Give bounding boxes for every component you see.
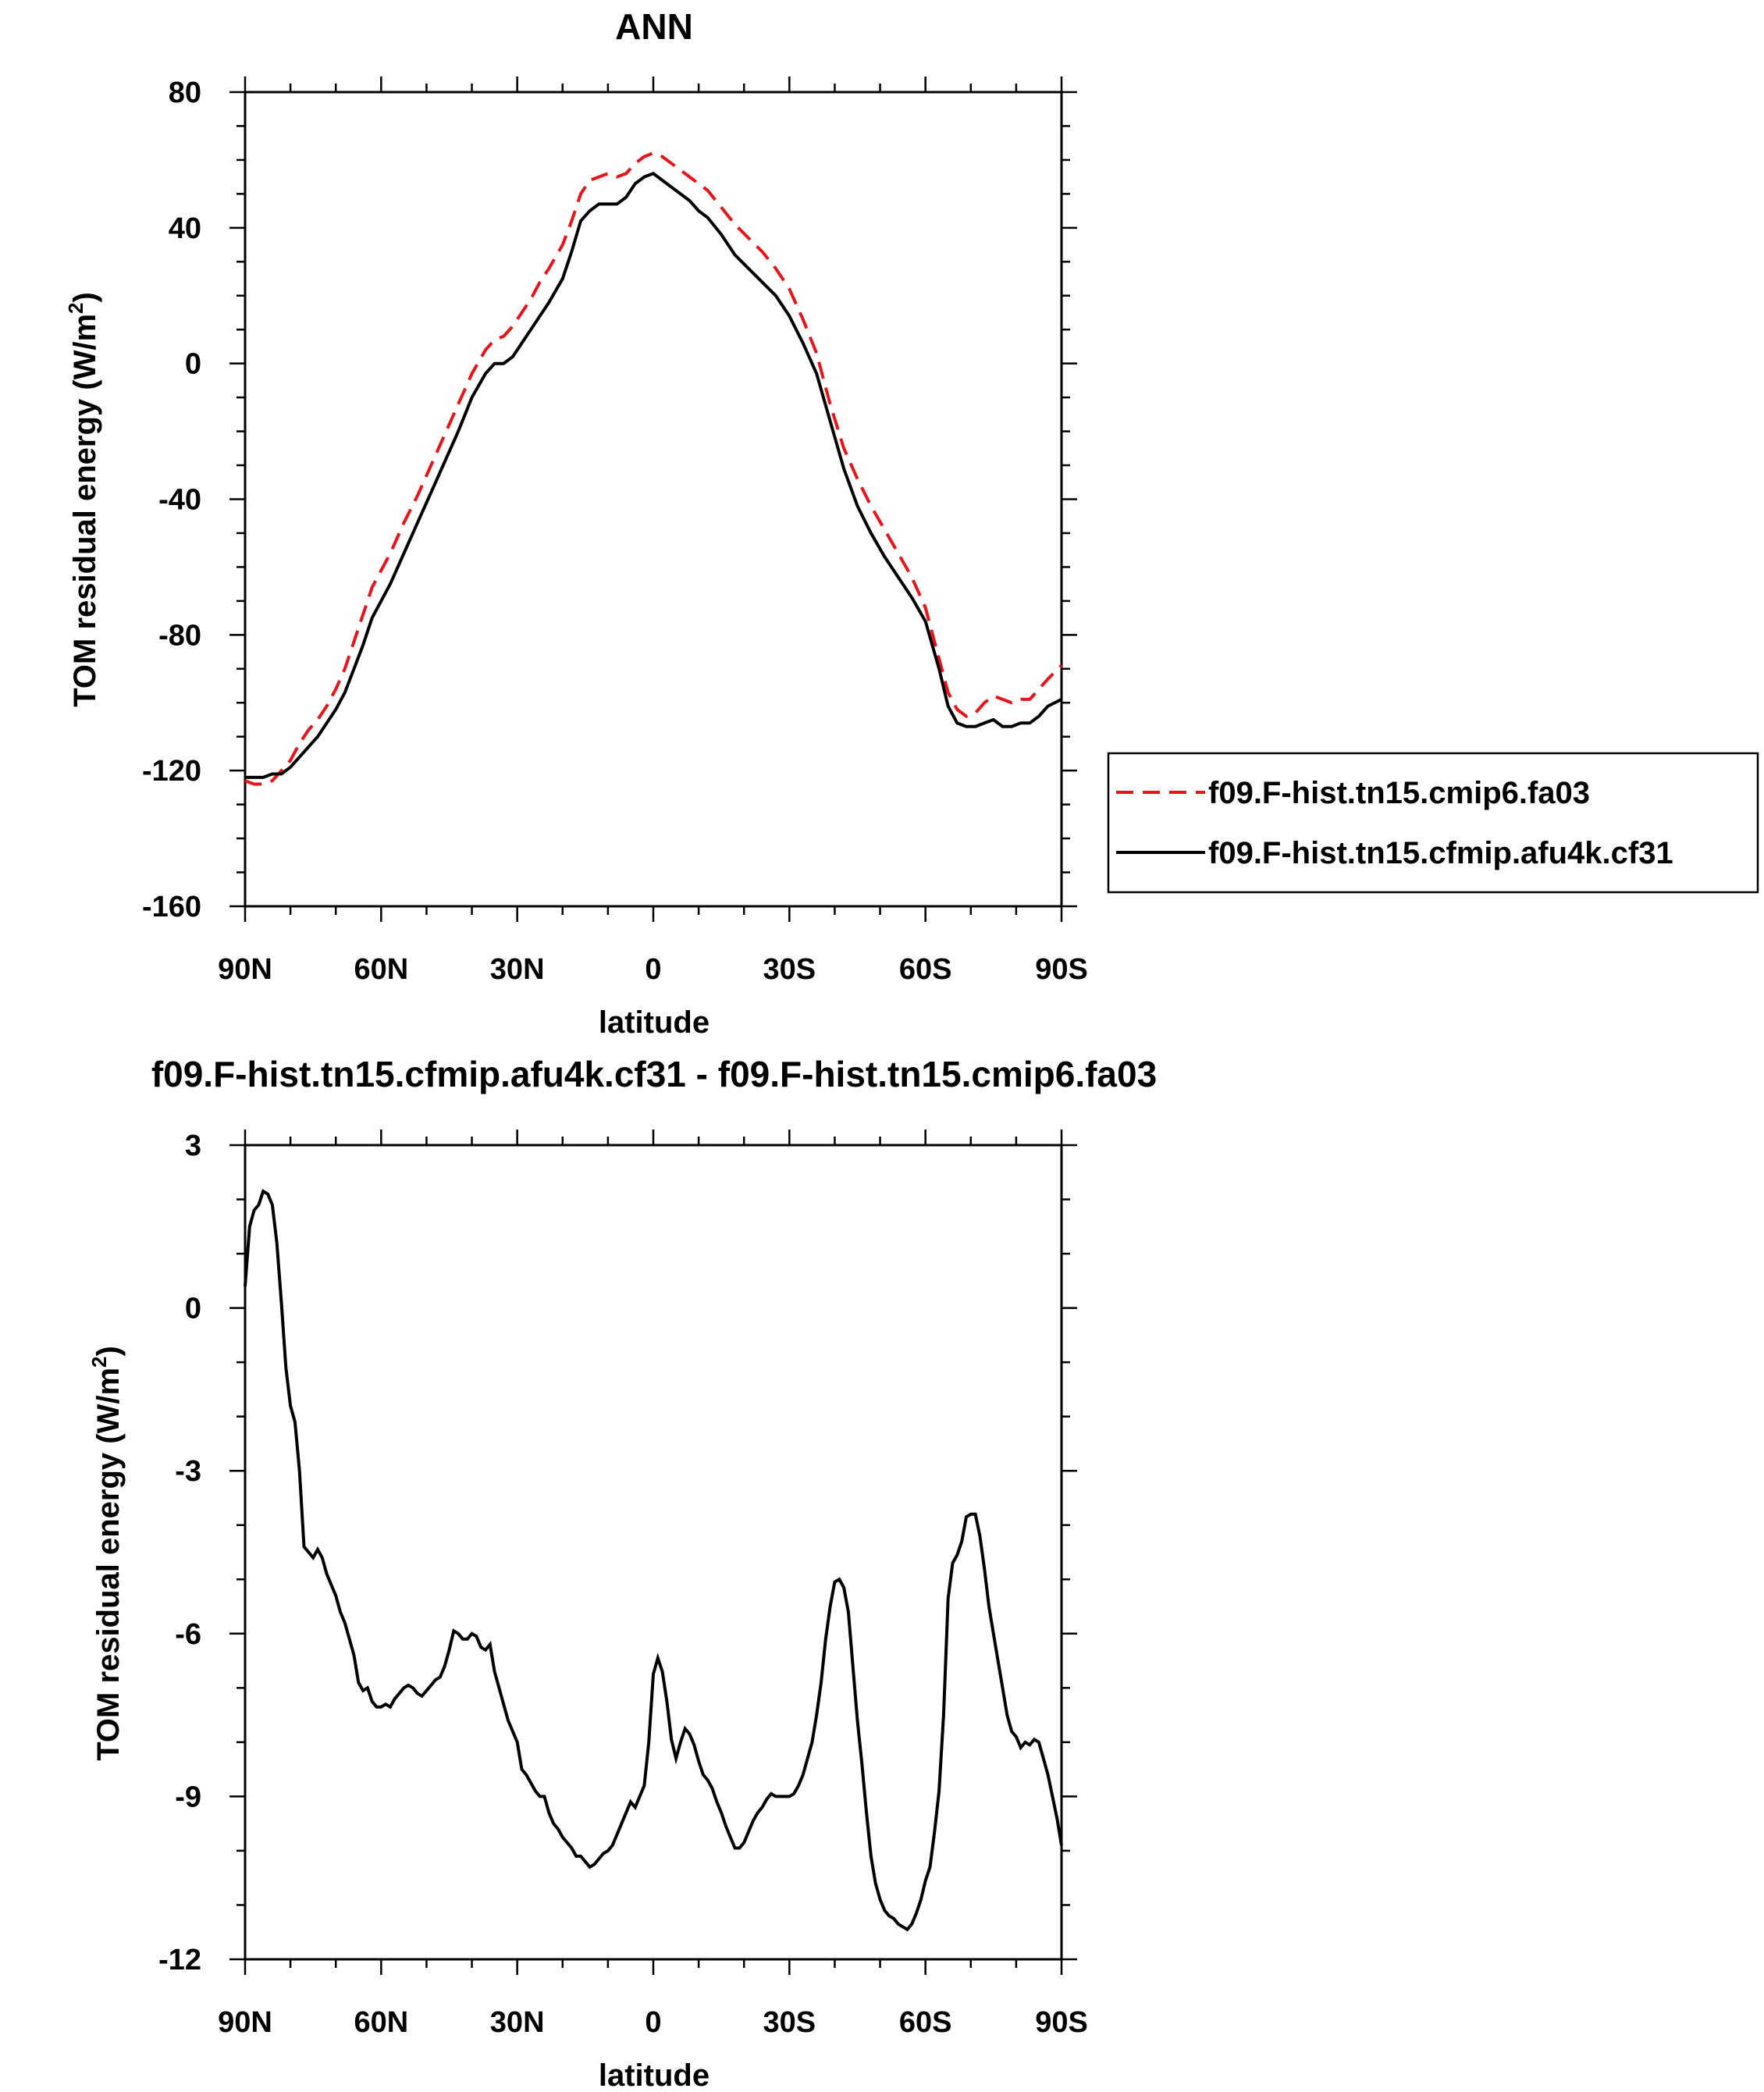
top-y-axis-label-sup: 2 <box>64 303 87 314</box>
bottom-plot-frame <box>244 1144 1063 1961</box>
bottom-ytick-label-neg9: -9 <box>175 1781 201 1813</box>
bottom-y-axis-label-sup: 2 <box>87 1357 111 1368</box>
bottom-xtick-label-30n: 30N <box>490 2006 545 2039</box>
top-chart-title: ANN <box>615 6 693 47</box>
bottom-chart-title: f09.F-hist.tn15.cfmip.afu4k.cf31 - f09.F… <box>151 1054 1157 1094</box>
top-y-axis-label-main: TOM residual energy (W/m <box>68 314 102 707</box>
bottom-y-axis-label: TOM residual energy (W/m2) <box>87 1346 126 1761</box>
top-series-line-cf31 <box>245 172 1062 779</box>
bottom-xtick-label-0: 0 <box>645 2006 661 2039</box>
top-xtick-label-90s: 90S <box>1035 953 1088 986</box>
bottom-xtick-label-60s: 60S <box>899 2006 952 2039</box>
top-y-tick-labels: 80 40 0 -40 -80 -120 -160 <box>142 76 201 923</box>
bottom-series-line-difference <box>244 1189 1063 1932</box>
top-ytick-label-neg40: -40 <box>158 484 201 517</box>
top-y-axis-label-close: ) <box>68 292 102 302</box>
bottom-y-tick-labels: 3 0 -3 -6 -9 -12 <box>158 1130 201 1976</box>
legend-label-cf31: f09.F-hist.tn15.cfmip.afu4k.cf31 <box>1208 836 1673 870</box>
top-ytick-label-80: 80 <box>169 76 201 109</box>
bottom-ytick-label-0: 0 <box>185 1293 201 1325</box>
top-xtick-label-60n: 60N <box>354 953 408 986</box>
legend-label-fa03: f09.F-hist.tn15.cmip6.fa03 <box>1208 776 1590 810</box>
bottom-xtick-label-30s: 30S <box>763 2006 816 2039</box>
top-xtick-label-30n: 30N <box>490 953 545 986</box>
bottom-xtick-label-90s: 90S <box>1035 2006 1088 2039</box>
top-legend: f09.F-hist.tn15.cmip6.fa03 f09.F-hist.tn… <box>1107 752 1759 894</box>
top-xtick-label-0: 0 <box>645 953 661 986</box>
bottom-axis-ticks <box>229 1130 1077 1975</box>
top-series-line-fa03 <box>244 151 1063 786</box>
top-panel: ANN 90N 60N 30N 0 30S 60S 90S 80 40 0 -4… <box>64 6 1759 1040</box>
bottom-y-axis-label-close: ) <box>91 1346 126 1356</box>
bottom-xtick-label-90n: 90N <box>218 2006 272 2039</box>
top-y-axis-label: TOM residual energy (W/m2) <box>64 292 102 707</box>
top-axis-ticks <box>229 76 1077 922</box>
top-xtick-label-90n: 90N <box>218 953 272 986</box>
top-xtick-label-60s: 60S <box>899 953 952 986</box>
bottom-xtick-label-60n: 60N <box>354 2006 408 2039</box>
top-x-axis-label: latitude <box>599 1005 710 1040</box>
top-ytick-label-neg160: -160 <box>142 891 201 923</box>
top-ytick-label-40: 40 <box>169 212 201 245</box>
bottom-ytick-label-3: 3 <box>185 1130 201 1162</box>
top-ytick-label-0: 0 <box>185 348 201 381</box>
bottom-x-tick-labels: 90N 60N 30N 0 30S 60S 90S <box>218 2006 1088 2039</box>
top-ytick-label-neg80: -80 <box>158 619 201 652</box>
bottom-x-axis-label: latitude <box>599 2058 710 2092</box>
bottom-ytick-label-neg12: -12 <box>158 1944 201 1976</box>
top-xtick-label-30s: 30S <box>763 953 816 986</box>
bottom-ytick-label-neg6: -6 <box>175 1618 201 1651</box>
top-x-tick-labels: 90N 60N 30N 0 30S 60S 90S <box>218 953 1088 986</box>
bottom-ytick-label-neg3: -3 <box>175 1455 201 1488</box>
legend-box <box>1107 752 1759 894</box>
top-plot-frame <box>244 91 1063 908</box>
top-ytick-label-neg120: -120 <box>142 755 201 788</box>
bottom-panel: f09.F-hist.tn15.cfmip.afu4k.cf31 - f09.F… <box>87 1054 1157 2092</box>
bottom-y-axis-label-main: TOM residual energy (W/m <box>91 1368 126 1761</box>
